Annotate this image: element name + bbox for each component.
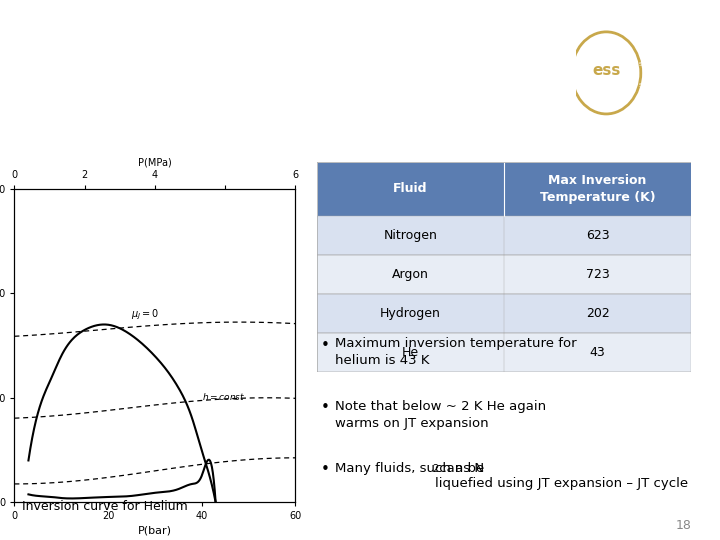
Text: Argon: Argon: [392, 268, 429, 281]
Text: Hydrogen: Hydrogen: [380, 307, 441, 320]
Text: Fluid: Fluid: [393, 183, 428, 195]
Text: 18: 18: [675, 519, 691, 532]
Text: SOURCE: SOURCE: [638, 83, 664, 87]
Text: ess: ess: [592, 63, 621, 78]
Text: Nitrogen: Nitrogen: [384, 229, 437, 242]
Text: 623: 623: [586, 229, 609, 242]
X-axis label: P(bar): P(bar): [138, 525, 172, 535]
Text: $\mu_J = 0$: $\mu_J = 0$: [131, 307, 160, 322]
Text: JT Inversion Curve & Maximum: JT Inversion Curve & Maximum: [22, 42, 548, 71]
FancyBboxPatch shape: [317, 255, 691, 294]
Text: 2: 2: [432, 464, 438, 475]
Text: Inversion curve for Helium: Inversion curve for Helium: [22, 500, 187, 514]
Text: 723: 723: [586, 268, 609, 281]
FancyBboxPatch shape: [317, 333, 691, 372]
Text: He: He: [402, 346, 419, 359]
Text: can be
liquefied using JT expansion – JT cycle: can be liquefied using JT expansion – JT…: [435, 462, 688, 490]
Text: SPALLATION: SPALLATION: [638, 62, 676, 67]
Text: Maximum inversion temperature for
helium is 43 K: Maximum inversion temperature for helium…: [335, 338, 577, 368]
Text: •: •: [320, 462, 329, 477]
Text: Max Inversion
Temperature (K): Max Inversion Temperature (K): [540, 174, 655, 204]
Text: 43: 43: [590, 346, 606, 359]
FancyBboxPatch shape: [317, 294, 691, 333]
Text: $h = const$: $h = const$: [202, 392, 245, 402]
Text: EUROPEAN: EUROPEAN: [638, 39, 672, 45]
FancyBboxPatch shape: [317, 216, 691, 255]
Text: Many fluids, such as N: Many fluids, such as N: [335, 462, 484, 475]
X-axis label: P(MPa): P(MPa): [138, 158, 171, 168]
Text: 202: 202: [586, 307, 609, 320]
Text: •: •: [320, 400, 329, 415]
FancyBboxPatch shape: [317, 162, 691, 216]
Text: •: •: [320, 338, 329, 353]
Text: Note that below ~ 2 K He again
warms on JT expansion: Note that below ~ 2 K He again warms on …: [335, 400, 546, 430]
Text: Inversion Temperatures: Inversion Temperatures: [22, 94, 429, 123]
